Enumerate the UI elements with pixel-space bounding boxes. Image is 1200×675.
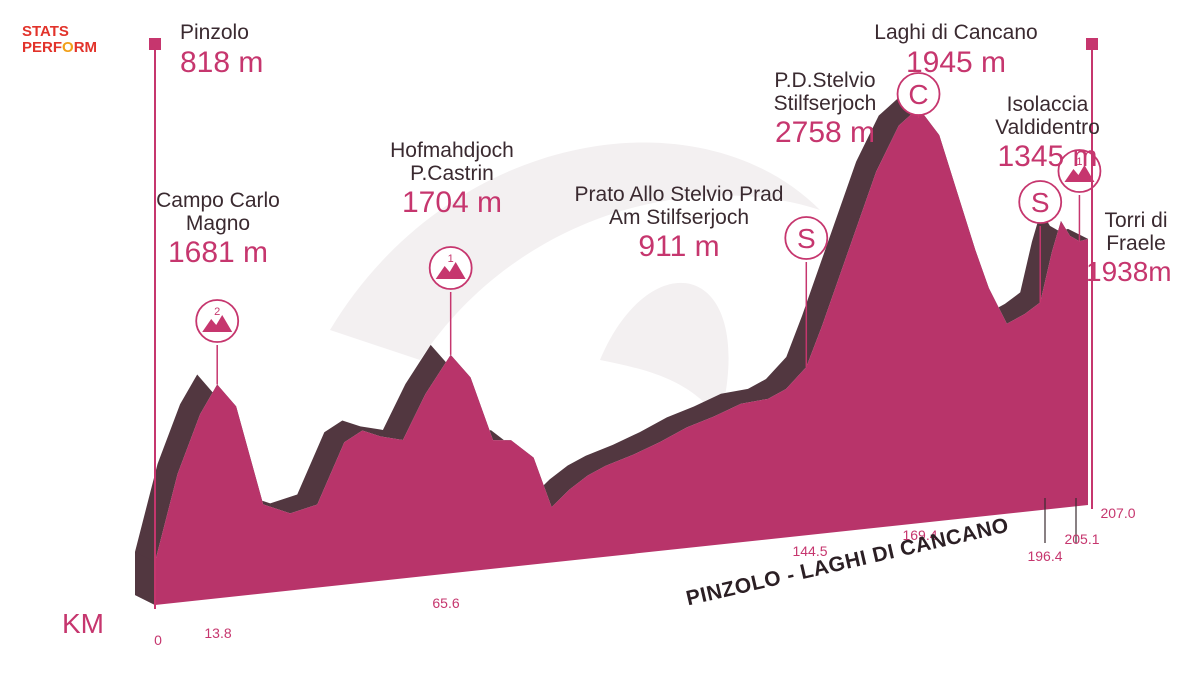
label-pinzolo: Pinzolo 818 m [180, 21, 264, 79]
profile-side-shadow [135, 97, 1088, 606]
finish-flag [1086, 38, 1098, 50]
label-torri-di-fraele: Torri di Fraele 1938m [1086, 209, 1172, 288]
climb-1-icon: 1 [428, 246, 473, 290]
x-tick-label: 169.4 [902, 527, 937, 543]
watermark-logo [330, 142, 820, 420]
svg-text:S: S [797, 223, 816, 254]
label-passo-stelvio: P.D.Stelvio Stilfserjoch 2758 m [773, 69, 877, 150]
svg-text:2: 2 [214, 306, 220, 318]
climb-1-icon: 1 [1057, 149, 1102, 193]
label-campo-carlo-magno: Campo Carlo Magno 1681 m [156, 189, 280, 270]
x-tick-label: 0 [154, 632, 162, 648]
x-tick-label: 205.1 [1064, 531, 1099, 547]
x-tick-label: 65.6 [432, 595, 459, 611]
sprint-icon: S [784, 216, 829, 260]
watermark-shape [330, 142, 820, 360]
x-tick-label: 13.8 [204, 625, 231, 641]
axis-label-km: KM [62, 608, 104, 639]
cima-coppi-icon: C [896, 72, 941, 116]
svg-text:1: 1 [448, 253, 454, 265]
climb-2-icon: 2 [195, 299, 240, 343]
svg-text:1: 1 [1076, 156, 1082, 168]
label-prato-allo-stelvio: Prato Allo Stelvio Prad Am Stilfserjoch 9… [574, 183, 784, 264]
label-laghi-di-cancano: Laghi di Cancano 1945 m [874, 21, 1038, 79]
svg-text:C: C [908, 79, 928, 110]
x-tick-label: 207.0 [1100, 505, 1135, 521]
brand-logo: STATS PERFORM [22, 24, 97, 56]
x-tick-label: 144.5 [792, 543, 827, 559]
x-tick-label: 196.4 [1027, 548, 1062, 564]
sprint-icon: S [1018, 180, 1063, 224]
brand-line1: STATS [22, 23, 69, 40]
brand-line2: PERFORM [22, 39, 98, 56]
label-isolaccia: Isolaccia Valdidentro 1345 m [995, 93, 1100, 174]
profile-left-wall [135, 551, 155, 605]
label-hofmahdjoch: Hofmahdjoch P.Castrin 1704 m [390, 139, 514, 220]
watermark-shape [600, 282, 729, 420]
start-flag [149, 38, 161, 50]
svg-text:S: S [1031, 187, 1050, 218]
profile-front-face [155, 107, 1088, 606]
